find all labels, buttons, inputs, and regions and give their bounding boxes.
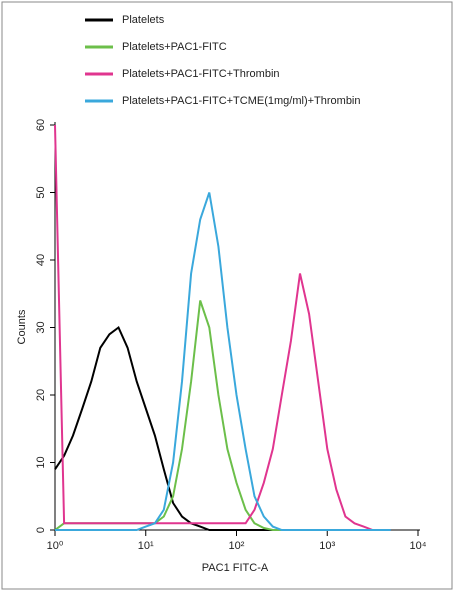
x-tick-label: 10⁴: [410, 540, 427, 552]
legend-label: Platelets+PAC1-FITC+TCME(1mg/ml)+Thrombi…: [122, 95, 361, 107]
y-tick-label: 0: [35, 527, 47, 533]
legend-label: Platelets: [122, 14, 165, 26]
series-line: [55, 192, 391, 531]
x-tick-label: 10¹: [138, 540, 154, 552]
legend-label: Platelets+PAC1-FITC+Thrombin: [122, 68, 280, 80]
x-tick-label: 10³: [319, 540, 335, 552]
x-axis-label: PAC1 FITC-A: [202, 562, 269, 574]
x-tick-label: 10²: [229, 540, 245, 552]
x-tick-label: 10⁰: [47, 540, 64, 552]
y-tick-label: 40: [35, 254, 47, 266]
y-tick-label: 20: [35, 389, 47, 401]
series-line: [54, 300, 391, 531]
y-tick-label: 50: [35, 186, 47, 198]
series-line: [54, 124, 391, 531]
y-tick-label: 30: [35, 321, 47, 333]
y-tick-label: 10: [35, 456, 47, 468]
legend-label: Platelets+PAC1-FITC: [122, 41, 227, 53]
y-tick-label: 60: [35, 119, 47, 131]
y-axis-label: Counts: [16, 309, 28, 344]
